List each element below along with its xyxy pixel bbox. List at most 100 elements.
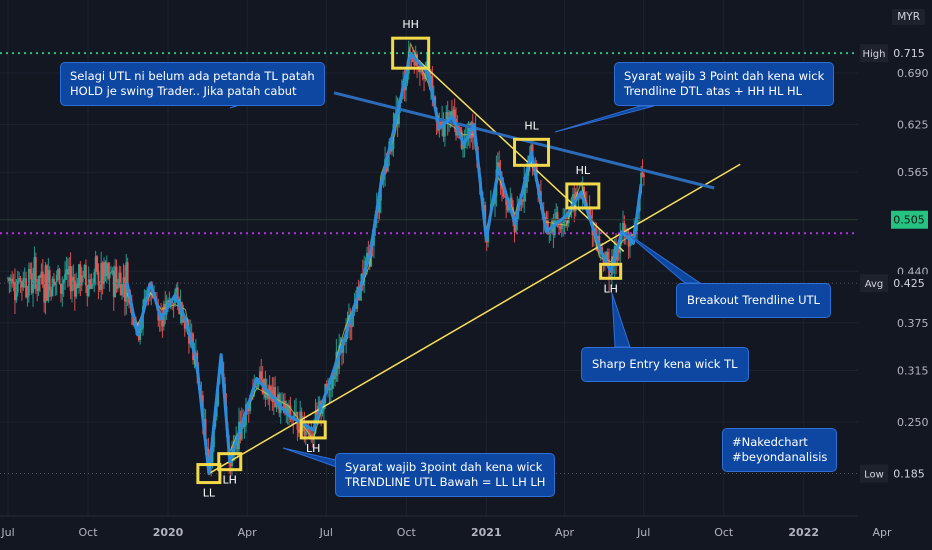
level-tag-label: High bbox=[863, 49, 886, 60]
candle-body bbox=[47, 270, 50, 301]
candle-body bbox=[41, 271, 44, 285]
candle-body bbox=[72, 276, 75, 281]
candle-body bbox=[258, 371, 261, 379]
candle-body bbox=[303, 422, 306, 436]
dtl-trendline bbox=[410, 52, 625, 253]
candle-body bbox=[521, 199, 524, 202]
candle-body bbox=[378, 200, 381, 213]
x-tick-label: Jul bbox=[0, 526, 14, 539]
candle-body bbox=[420, 70, 423, 73]
candle-body bbox=[243, 425, 246, 428]
level-value-bg bbox=[891, 44, 928, 63]
candle-body bbox=[285, 404, 288, 413]
candle-body bbox=[548, 232, 551, 234]
candle-body bbox=[359, 291, 361, 301]
candle-body bbox=[53, 278, 55, 286]
candle-body bbox=[501, 185, 503, 190]
candle-body bbox=[556, 212, 559, 226]
candle-body bbox=[421, 70, 424, 76]
swing-box bbox=[565, 182, 601, 210]
candle-body bbox=[121, 284, 123, 296]
candle-body bbox=[93, 272, 96, 284]
candle-body bbox=[629, 243, 631, 247]
candle-body bbox=[467, 123, 470, 137]
x-tick-label: Oct bbox=[78, 526, 98, 539]
candle-body bbox=[86, 285, 89, 296]
level-value-bg bbox=[891, 210, 928, 229]
candle-body bbox=[630, 234, 633, 244]
note-line: HOLD je swing Trader.. Jika patah cabut bbox=[70, 84, 297, 98]
candle-body bbox=[23, 278, 26, 280]
candle-body bbox=[424, 69, 427, 79]
candle-body bbox=[76, 282, 79, 289]
candle-body bbox=[89, 279, 91, 289]
currency-label[interactable]: MYR bbox=[892, 9, 925, 25]
candle-body bbox=[406, 73, 409, 84]
candle-body bbox=[457, 125, 460, 128]
swing-points: HH HL HL LL LH LH LH bbox=[196, 18, 623, 500]
candle-body bbox=[94, 256, 97, 273]
candle-body bbox=[272, 387, 275, 402]
candle-body bbox=[459, 127, 462, 131]
swing-box bbox=[217, 452, 243, 472]
level-value-bg bbox=[891, 274, 928, 293]
note-line: #beyondanalisis bbox=[732, 450, 828, 464]
candle-body bbox=[167, 300, 169, 302]
swing-box bbox=[513, 137, 551, 167]
candle-body bbox=[631, 234, 634, 237]
candle-body bbox=[288, 405, 290, 414]
candle-body bbox=[236, 436, 239, 450]
candle-body bbox=[446, 112, 449, 122]
candle-body bbox=[11, 278, 14, 285]
candle-body bbox=[21, 281, 23, 288]
candle-body bbox=[55, 275, 58, 282]
candle-body bbox=[112, 270, 115, 297]
candle-body bbox=[526, 175, 528, 188]
candle-body bbox=[48, 270, 51, 291]
x-tick-label: Apr bbox=[238, 526, 258, 539]
swing-box bbox=[299, 420, 327, 440]
candle-body bbox=[496, 162, 499, 170]
candle-body bbox=[91, 283, 94, 286]
utl-trendline bbox=[208, 163, 741, 475]
y-tick-label: 0.690 bbox=[897, 67, 929, 80]
note-line: Selagi UTL ni belum ada petanda TL patah bbox=[70, 69, 315, 83]
candle-body bbox=[386, 152, 389, 172]
candle-body bbox=[545, 217, 548, 220]
candle-body bbox=[240, 420, 243, 440]
candle-body bbox=[98, 285, 101, 290]
candle-body bbox=[572, 194, 574, 199]
note-utl-condition: Syarat wajib 3point dah kena wick TRENDL… bbox=[335, 453, 556, 497]
candle-body bbox=[514, 221, 517, 233]
candle-body bbox=[555, 212, 558, 221]
candle-body bbox=[22, 278, 25, 288]
candle-body bbox=[453, 109, 456, 119]
candle-body bbox=[15, 292, 18, 301]
candle-body bbox=[211, 447, 214, 463]
time-axis[interactable]: Jul Oct 2020 Apr Jul Oct 2021 Apr Jul Oct 2022 Apr bbox=[0, 515, 892, 539]
candle-body bbox=[391, 148, 393, 152]
note-line: Breakout Trendline UTL bbox=[687, 293, 820, 307]
candle-body bbox=[85, 265, 87, 286]
candle-body bbox=[44, 265, 47, 303]
x-tick-label: Jul bbox=[636, 526, 650, 539]
candle-body bbox=[51, 278, 54, 297]
candle-body bbox=[97, 271, 100, 286]
candle-body bbox=[108, 273, 111, 279]
candle-body bbox=[40, 271, 43, 278]
candle-body bbox=[558, 225, 560, 227]
y-tick-label: 0.375 bbox=[897, 317, 929, 330]
candle-body bbox=[331, 372, 334, 389]
candle-body bbox=[623, 222, 626, 234]
candle-body bbox=[413, 61, 416, 66]
candle-body bbox=[329, 388, 332, 391]
candle-body bbox=[101, 263, 104, 285]
candle-body bbox=[452, 109, 455, 120]
level-value: 0.505 bbox=[893, 214, 925, 227]
candle-body bbox=[80, 275, 83, 286]
candle-body bbox=[366, 252, 368, 262]
candle-body bbox=[328, 387, 331, 391]
level-value: 0.425 bbox=[893, 277, 925, 290]
